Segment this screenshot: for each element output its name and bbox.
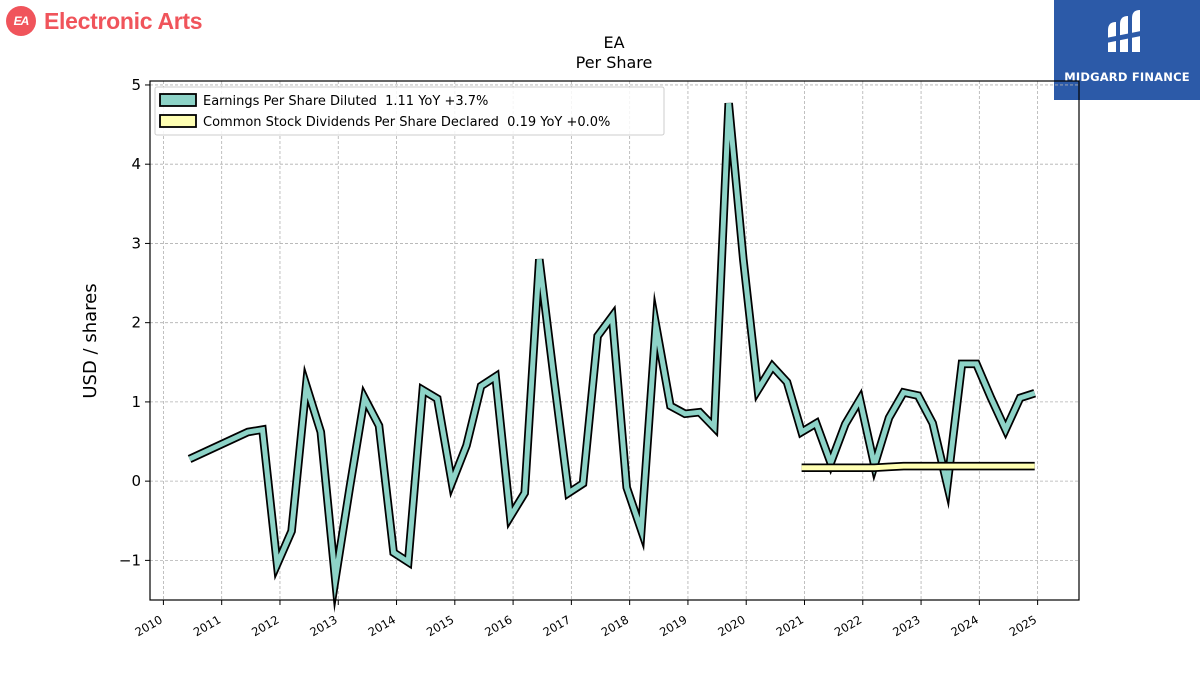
x-tick-label: 2024 [948, 612, 980, 639]
legend-label-eps: Earnings Per Share Diluted 1.11 YoY +3.7… [203, 94, 488, 109]
x-tick-label: 2011 [191, 612, 223, 639]
y-tick-label: 0 [131, 472, 141, 490]
y-axis-label: USD / shares [80, 283, 101, 398]
ea-logo-icon: EA [6, 6, 36, 36]
x-tick-label: 2017 [541, 612, 573, 639]
midgard-logo-icon [1106, 10, 1146, 52]
legend-box [154, 86, 665, 136]
axes: −1 0 1 2 3 4 5 2010 2011 2012 2013 2014 2015 2016 2017… [119, 76, 1039, 639]
x-tick-label: 2012 [249, 612, 281, 639]
legend-swatch-dividends [159, 114, 197, 128]
midgard-finance-badge: MIDGARD FINANCE [1054, 0, 1200, 100]
x-tick-label: 2010 [133, 612, 165, 639]
series-line-dividends [801, 463, 1035, 471]
y-tick-label: 2 [131, 314, 141, 332]
y-tick-label: −1 [119, 551, 141, 569]
legend: Earnings Per Share Diluted 1.11 YoY +3.7… [154, 86, 665, 136]
y-tick-label: 5 [131, 76, 141, 94]
plot-frame [149, 80, 1080, 601]
legend-swatch-eps [159, 93, 197, 107]
x-tick-label: 2020 [715, 612, 747, 639]
y-tick-label: 3 [131, 234, 141, 252]
y-tick-label: 4 [131, 155, 141, 173]
x-tick-label: 2023 [890, 612, 922, 639]
y-tick-label: 1 [131, 393, 141, 411]
x-tick-label: 2014 [366, 612, 398, 639]
x-tick-label: 2018 [599, 612, 631, 639]
company-name: Electronic Arts [44, 7, 203, 34]
chart-title: EA [603, 33, 624, 52]
x-tick-label: 2021 [774, 612, 806, 639]
x-tick-label: 2015 [424, 612, 456, 639]
legend-label-dividends: Common Stock Dividends Per Share Declare… [203, 115, 610, 130]
badge-text: MIDGARD FINANCE [1064, 70, 1190, 84]
x-tick-label: 2019 [657, 612, 689, 639]
series-lines [187, 102, 1037, 613]
brand-logo: EA Electronic Arts [6, 5, 203, 37]
chart-subtitle: Per Share [576, 53, 653, 72]
x-tick-label: 2016 [482, 612, 514, 639]
x-tick-label: 2022 [832, 612, 864, 639]
x-tick-label: 2013 [307, 612, 339, 639]
x-tick-label: 2025 [1007, 612, 1039, 639]
series-line-eps [188, 102, 1036, 600]
